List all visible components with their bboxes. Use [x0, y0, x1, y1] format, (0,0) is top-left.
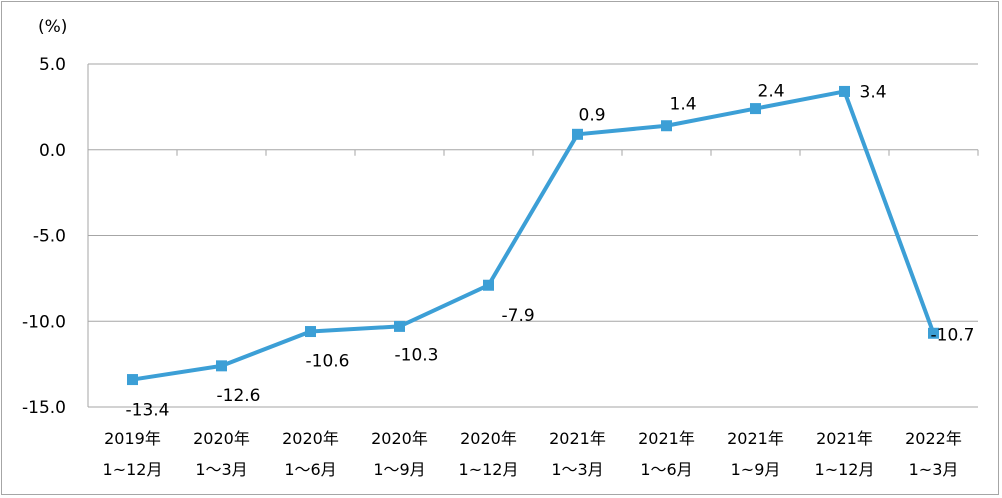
x-tick-period: 1～9月 — [373, 460, 425, 479]
x-tick-year: 2020年 — [460, 429, 517, 448]
x-tick-label: 2020年 1~12月 — [459, 429, 519, 479]
data-label: -10.6 — [306, 352, 350, 372]
x-tick-year: 2021年 — [816, 429, 873, 448]
x-tick-period: 1~12月 — [103, 460, 163, 479]
data-label: 3.4 — [860, 82, 887, 102]
x-tick-label: 2019年 1~12月 — [103, 429, 163, 479]
data-label: -12.6 — [217, 386, 261, 406]
data-label: 0.9 — [579, 105, 606, 125]
x-tick-label: 2020年 1～6月 — [282, 429, 339, 479]
x-tick-period: 1～3月 — [551, 460, 603, 479]
y-tick-label: 5.0 — [39, 55, 66, 75]
gridlines — [88, 63, 978, 408]
data-point — [572, 128, 583, 140]
x-tick-label: 2021年 1~9月 — [727, 429, 784, 479]
x-tick-period: 1～6月 — [640, 460, 692, 479]
axes — [87, 64, 979, 407]
x-tick-label: 2021年 1~12月 — [815, 429, 875, 479]
y-tick-label: 0.0 — [39, 141, 66, 161]
data-point — [839, 85, 850, 97]
y-tick-label: -10.0 — [22, 312, 66, 332]
data-point — [127, 374, 138, 386]
x-tick-period: 1～6月 — [284, 460, 336, 479]
data-point — [661, 120, 672, 132]
data-label: -7.9 — [502, 306, 535, 326]
x-tick-label: 2021年 1～3月 — [549, 429, 606, 479]
x-tick-year: 2020年 — [282, 429, 339, 448]
x-tick-year: 2020年 — [193, 429, 250, 448]
series-group — [127, 85, 939, 386]
x-tick-label: 2020年 1～9月 — [371, 429, 428, 479]
x-tick-label: 2020年 1～3月 — [193, 429, 250, 479]
data-label: 1.4 — [670, 95, 697, 115]
x-tick-label: 2022年 1~3月 — [905, 429, 962, 479]
data-point — [483, 279, 494, 291]
y-tick-label: -15.0 — [22, 398, 66, 418]
x-tick-year: 2019年 — [104, 429, 161, 448]
x-tick-period: 1~12月 — [815, 460, 875, 479]
data-label: -10.7 — [931, 325, 975, 345]
data-point — [750, 103, 761, 115]
x-tick-period: 1~3月 — [909, 460, 959, 479]
data-label: 2.4 — [758, 82, 785, 102]
data-point — [394, 320, 405, 332]
data-label: -13.4 — [126, 401, 170, 421]
x-tick-year: 2021年 — [549, 429, 606, 448]
series-line — [130, 89, 936, 382]
y-unit-label: (%) — [38, 17, 67, 37]
x-tick-period: 1～3月 — [195, 460, 247, 479]
x-tick-year: 2020年 — [371, 429, 428, 448]
data-point — [305, 326, 316, 338]
data-labels: -13.4 -12.6 -10.6 -10.3 -7.9 0.9 1.4 2.4 3.4 -10.… — [126, 82, 975, 421]
data-point — [216, 360, 227, 372]
data-label: -10.3 — [395, 345, 439, 365]
x-tick-label: 2021年 1～6月 — [638, 429, 695, 479]
x-tick-year: 2022年 — [905, 429, 962, 448]
x-tick-period: 1~9月 — [731, 460, 781, 479]
data-point — [928, 327, 939, 339]
y-axis-ticks: 5.0 0.0 -5.0 -10.0 -15.0 — [22, 55, 66, 418]
y-tick-label: -5.0 — [33, 227, 66, 247]
x-tick-year: 2021年 — [727, 429, 784, 448]
x-tick-year: 2021年 — [638, 429, 695, 448]
x-tick-period: 1~12月 — [459, 460, 519, 479]
